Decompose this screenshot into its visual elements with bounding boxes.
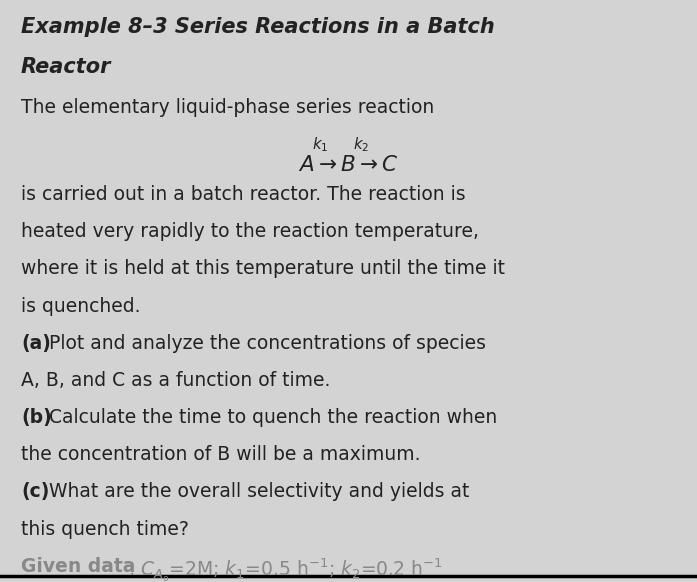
Text: A, B, and C as a function of time.: A, B, and C as a function of time.: [21, 371, 330, 390]
Text: Calculate the time to quench the reaction when: Calculate the time to quench the reactio…: [49, 408, 498, 427]
Text: (b): (b): [21, 408, 52, 427]
Text: : $C_{A_\mathrm{o}}$=2M; $k_1$=0.5 h$^{-1}$; $k_2$=0.2 h$^{-1}$: : $C_{A_\mathrm{o}}$=2M; $k_1$=0.5 h$^{-…: [128, 557, 443, 582]
Text: (c): (c): [21, 482, 49, 502]
Text: What are the overall selectivity and yields at: What are the overall selectivity and yie…: [49, 482, 470, 502]
Text: Example 8–3 Series Reactions in a Batch: Example 8–3 Series Reactions in a Batch: [21, 17, 495, 37]
Text: this quench time?: this quench time?: [21, 520, 189, 538]
Text: Given data: Given data: [21, 557, 135, 576]
Text: is carried out in a batch reactor. The reaction is: is carried out in a batch reactor. The r…: [21, 185, 466, 204]
Text: where it is held at this temperature until the time it: where it is held at this temperature unt…: [21, 260, 505, 278]
Text: heated very rapidly to the reaction temperature,: heated very rapidly to the reaction temp…: [21, 222, 479, 241]
Text: $\overset{k_1}{A \rightarrow} \overset{k_2}{B \rightarrow} C$: $\overset{k_1}{A \rightarrow} \overset{k…: [298, 138, 399, 177]
Text: The elementary liquid-phase series reaction: The elementary liquid-phase series react…: [21, 98, 434, 116]
Text: Reactor: Reactor: [21, 57, 112, 77]
Text: (a): (a): [21, 333, 51, 353]
Text: Plot and analyze the concentrations of species: Plot and analyze the concentrations of s…: [49, 333, 487, 353]
Text: the concentration of B will be a maximum.: the concentration of B will be a maximum…: [21, 445, 420, 464]
Text: is quenched.: is quenched.: [21, 297, 140, 315]
